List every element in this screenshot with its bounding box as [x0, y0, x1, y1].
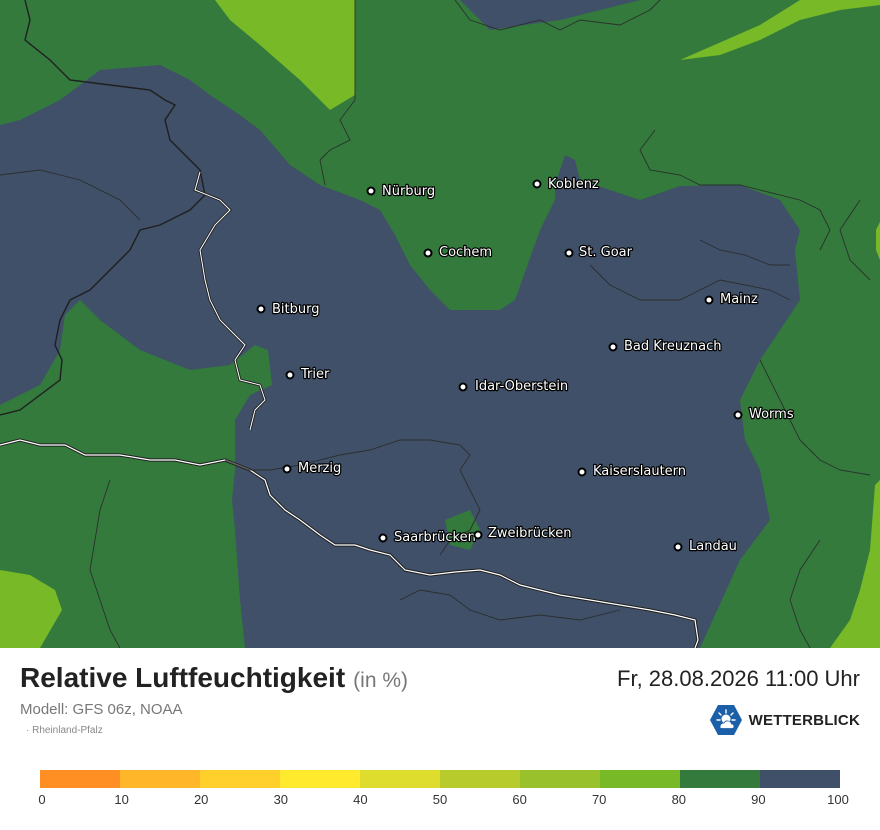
humidity-band-70-80-se [830, 480, 880, 648]
legend-ticks: 0 10 20 30 40 50 60 70 80 90 100 [0, 792, 880, 808]
city-landau: Landau [673, 538, 738, 555]
city-label: Bitburg [272, 302, 320, 317]
city-mainz: Mainz [704, 291, 759, 308]
city-dot [423, 248, 433, 258]
legend-swatch-50 [440, 770, 520, 788]
city-dot [564, 248, 574, 258]
legend-swatch-70 [600, 770, 680, 788]
city-label: Merzig [298, 461, 341, 476]
legend-tick-label: 20 [193, 792, 209, 807]
humidity-band-70-80-sw [0, 570, 62, 648]
city-zweibruecken: Zweibrücken [473, 525, 573, 542]
legend-tick-label: 100 [827, 792, 849, 807]
city-koblenz: Koblenz [532, 176, 600, 193]
humidity-band-70-80-northeast [680, 0, 880, 60]
humidity-band-80-90-west [0, 300, 272, 648]
legend-swatch-40 [360, 770, 440, 788]
city-dot [733, 410, 743, 420]
city-kaiserslautern: Kaiserslautern [577, 463, 687, 480]
legend-swatch-10 [120, 770, 200, 788]
legend-tick-label: 30 [273, 792, 289, 807]
city-label: Worms [749, 407, 794, 422]
legend-tick-label: 70 [591, 792, 607, 807]
legend-tick-label: 80 [671, 792, 687, 807]
city-merzig: Merzig [282, 460, 342, 477]
city-nuerburg: Nürburg [366, 183, 436, 200]
legend-swatch-90 [760, 770, 840, 788]
brand-name: WETTERBLICK [748, 711, 860, 729]
humidity-map: Nürburg Koblenz Cochem St. Goar Mainz Bi… [0, 0, 880, 648]
legend-swatch-80 [680, 770, 760, 788]
city-label: Cochem [439, 245, 492, 260]
city-dot [256, 304, 266, 314]
city-idar-oberstein: Idar-Oberstein [458, 378, 569, 395]
city-markers: Nürburg Koblenz Cochem St. Goar Mainz Bi… [256, 176, 795, 555]
map-title: Relative Luftfeuchtigkeit (in %) [20, 662, 408, 694]
city-dot [285, 370, 295, 380]
city-label: Kaiserslautern [593, 464, 686, 479]
city-dot [608, 342, 618, 352]
city-dot [673, 542, 683, 552]
city-dot [378, 533, 388, 543]
country-borders [0, 0, 700, 648]
map-unit: (in %) [353, 669, 409, 692]
city-dot [532, 179, 542, 189]
legend-tick-label: 10 [114, 792, 129, 807]
city-dot [282, 464, 292, 474]
city-bad-kreuznach: Bad Kreuznach [608, 338, 723, 355]
legend-swatch-20 [200, 770, 280, 788]
city-dot [577, 467, 587, 477]
color-legend [40, 770, 840, 788]
city-label: Bad Kreuznach [624, 339, 722, 354]
state-borders [0, 0, 871, 648]
legend-tick-label: 50 [432, 792, 448, 807]
city-saarbruecken: Saarbrücken [378, 529, 477, 546]
city-label: Mainz [720, 292, 758, 307]
city-label: Trier [300, 367, 330, 382]
city-bitburg: Bitburg [256, 301, 321, 318]
legend-swatch-30 [280, 770, 360, 788]
city-dot [473, 530, 483, 540]
city-cochem: Cochem [423, 244, 493, 261]
forecast-datetime: Fr, 28.08.2026 11:00 Uhr [617, 666, 860, 691]
sun-cloud-logo-icon [709, 705, 742, 735]
city-dot [366, 186, 376, 196]
city-label: Idar-Oberstein [475, 379, 568, 394]
legend-tick-label: 40 [353, 792, 368, 807]
region-label: · Rheinland-Pfalz [26, 725, 103, 736]
city-label: Zweibrücken [488, 526, 571, 541]
city-st-goar: St. Goar [564, 244, 634, 261]
map-title-text: Relative Luftfeuchtigkeit [20, 662, 346, 693]
city-dot [704, 295, 714, 305]
humidity-band-70-80-east [876, 222, 880, 260]
city-label: Saarbrücken [394, 530, 476, 545]
legend-swatch-60 [520, 770, 600, 788]
humidity-band-80-90-north [0, 0, 880, 648]
info-panel: Relative Luftfeuchtigkeit (in %) Fr, 28.0… [0, 648, 880, 830]
humidity-band-80-90-saar [445, 510, 480, 550]
legend-tick-label: 90 [751, 792, 766, 807]
city-dot [458, 382, 468, 392]
city-label: Landau [689, 539, 737, 554]
city-label: Koblenz [548, 177, 599, 192]
city-trier: Trier [285, 366, 331, 383]
legend-tick-label: 0 [38, 792, 46, 807]
legend-tick-label: 60 [512, 792, 527, 807]
legend-swatch-0 [40, 770, 120, 788]
city-label: St. Goar [579, 245, 633, 260]
city-worms: Worms [733, 406, 795, 423]
brand-logo[interactable]: WETTERBLICK [709, 704, 860, 736]
model-info: Modell: GFS 06z, NOAA [20, 701, 183, 718]
humidity-band-70-80-north [215, 0, 355, 110]
city-label: Nürburg [382, 184, 435, 199]
